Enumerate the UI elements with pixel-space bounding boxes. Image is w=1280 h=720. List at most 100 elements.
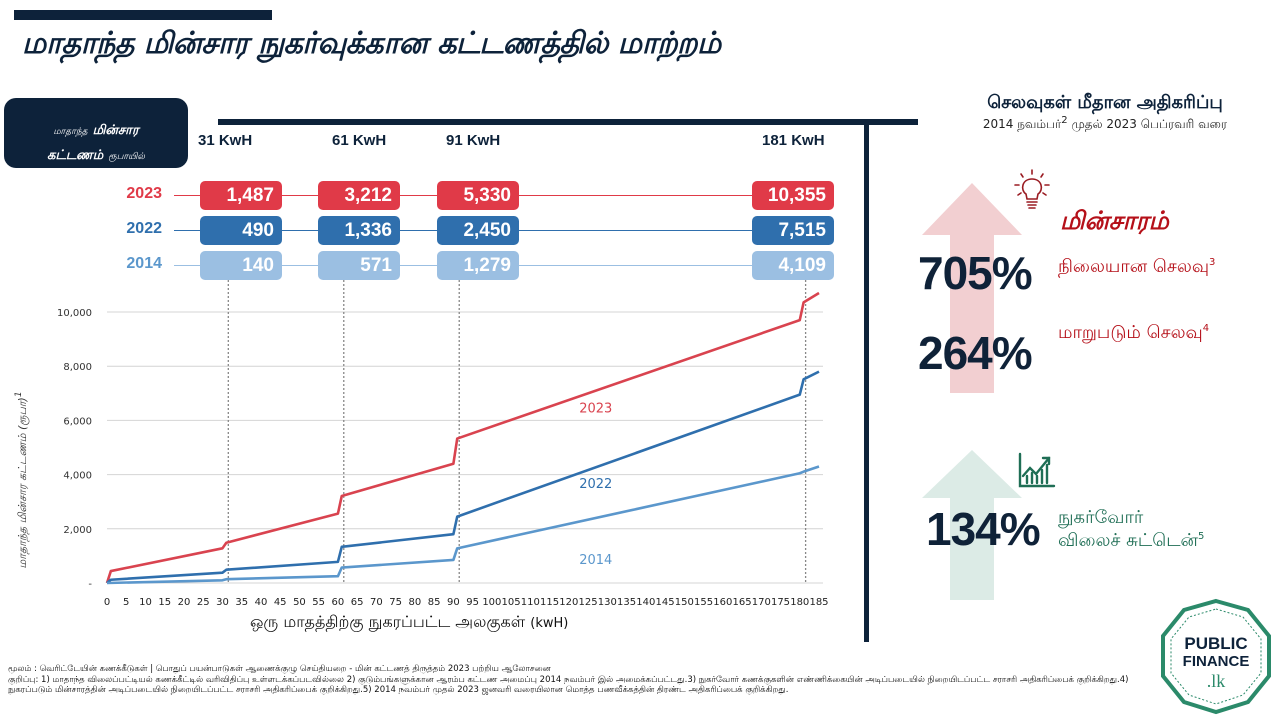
y-tick-label: 2,000 <box>63 525 92 536</box>
logo-line1: PUBLIC <box>1184 634 1247 653</box>
series-line-2014 <box>106 465 820 585</box>
series-annotation: 2022 <box>579 477 612 492</box>
column-header: 31 KwH <box>198 132 253 149</box>
x-tick-label: 45 <box>274 597 287 608</box>
x-tick-label: 105 <box>502 597 521 608</box>
header-divider <box>218 119 918 125</box>
x-tick-label: 125 <box>579 597 598 608</box>
value-pill: 1,336 <box>318 216 400 245</box>
legend-small-2: ரூபாயில் <box>108 152 145 162</box>
row-year-label: 2014 <box>126 255 162 272</box>
growth-chart-icon <box>1018 452 1056 488</box>
y-tick-label: - <box>88 579 92 590</box>
x-tick-label: 5 <box>123 597 129 608</box>
legend-bold-1: மின்சார <box>92 123 139 138</box>
x-tick-label: 55 <box>312 597 325 608</box>
cpi-label: நுகர்வோர் விலைச் சுட்டென்5 <box>1058 507 1205 551</box>
public-finance-logo: PUBLIC FINANCE .lk <box>1161 598 1271 715</box>
x-tick-label: 60 <box>332 597 345 608</box>
series-line-2022 <box>106 370 820 584</box>
x-tick-label: 120 <box>559 597 578 608</box>
y-tick-label: 10,000 <box>57 308 92 319</box>
x-tick-label: 140 <box>636 597 655 608</box>
value-pill: 1,487 <box>200 181 282 210</box>
row-year-label: 2023 <box>126 185 162 202</box>
x-tick-label: 145 <box>656 597 675 608</box>
notes-text: குறிப்பு: 1) மாதாந்த விலைப்பட்டியல் கணக்… <box>8 674 1129 696</box>
column-header: 181 KwH <box>762 132 825 149</box>
variable-cost-percent: 264% <box>918 327 1033 379</box>
series-annotation: 2014 <box>579 553 612 568</box>
x-tick-label: 100 <box>482 597 501 608</box>
value-pill: 4,109 <box>752 251 834 280</box>
x-axis-title: ஒரு மாதத்திற்கு நுகரப்பட்ட அலகுகள் (kwH) <box>250 612 569 631</box>
value-pill: 571 <box>318 251 400 280</box>
y-tick-label: 8,000 <box>63 362 92 373</box>
x-tick-label: 115 <box>540 597 559 608</box>
table-legend-box: மாதாந்த மின்சார கட்டணம் ரூபாயில் <box>4 98 188 168</box>
source-note: மூலம் : வெரிட்டேயின் கணக்கீடுகள் | பொதுப… <box>8 664 551 674</box>
x-tick-label: 25 <box>197 597 210 608</box>
value-pill: 5,330 <box>437 181 519 210</box>
legend-small-1: மாதாந்த <box>53 127 88 137</box>
fixed-cost-label: நிலையான செலவு3 <box>1058 256 1216 277</box>
footnotes: மூலம் : வெரிட்டேயின் கணக்கீடுகள் | பொதுப… <box>8 664 1138 696</box>
x-tick-label: 0 <box>104 597 110 608</box>
legend-bold-2: கட்டணம் <box>47 148 104 163</box>
x-tick-label: 175 <box>771 597 790 608</box>
x-tick-label: 130 <box>598 597 617 608</box>
x-tick-label: 10 <box>139 597 152 608</box>
value-pill: 2,450 <box>437 216 519 245</box>
fixed-cost-percent: 705% <box>918 247 1033 299</box>
x-tick-label: 15 <box>158 597 171 608</box>
y-axis-title: மாதாந்த மின்சார கட்டணம் (ரூபா)1 <box>13 391 29 569</box>
up-arrow-green-icon <box>922 450 1022 600</box>
x-tick-label: 180 <box>790 597 809 608</box>
x-tick-label: 150 <box>675 597 694 608</box>
x-tick-label: 75 <box>389 597 402 608</box>
right-heading: செலவுகள் மீதான அதிகரிப்பு <box>987 92 1223 113</box>
vertical-divider <box>864 119 869 642</box>
row-year-label: 2022 <box>126 220 162 237</box>
logo-line3: .lk <box>1207 671 1226 691</box>
value-pill: 10,355 <box>752 181 834 210</box>
x-tick-label: 160 <box>713 597 732 608</box>
cpi-percent: 134% <box>926 503 1041 555</box>
x-tick-label: 35 <box>235 597 248 608</box>
x-tick-label: 155 <box>694 597 713 608</box>
x-tick-label: 90 <box>447 597 460 608</box>
x-tick-label: 80 <box>409 597 422 608</box>
x-tick-label: 185 <box>809 597 828 608</box>
x-tick-label: 170 <box>752 597 771 608</box>
y-tick-label: 4,000 <box>63 471 92 482</box>
x-tick-label: 110 <box>521 597 540 608</box>
column-header: 91 KwH <box>446 132 501 149</box>
right-panel-heading: செலவுகள் மீதான அதிகரிப்பு 2014 நவம்பர்2 … <box>960 92 1250 132</box>
x-tick-label: 65 <box>351 597 364 608</box>
x-tick-label: 70 <box>370 597 383 608</box>
x-tick-label: 40 <box>255 597 268 608</box>
line-chart: - 2,000 4,000 6,000 8,000 10,000 0 5 10 15 20 25 30 3… <box>57 280 829 608</box>
logo-line2: FINANCE <box>1183 653 1250 670</box>
light-bulb-icon <box>1014 169 1050 209</box>
page-title: மாதாந்த மின்சார நுகர்வுக்கான கட்டணத்தில்… <box>22 26 721 61</box>
y-tick-label: 6,000 <box>63 416 92 427</box>
x-tick-label: 30 <box>216 597 229 608</box>
x-tick-label: 20 <box>178 597 191 608</box>
series-line-2023 <box>105 291 820 584</box>
value-pill: 1,279 <box>437 251 519 280</box>
right-subheading: 2014 நவம்பர்2 முதல் 2023 பெப்ரவரி வரை <box>982 115 1228 131</box>
x-tick-label: 165 <box>732 597 751 608</box>
value-pill: 7,515 <box>752 216 834 245</box>
up-arrow-red-icon <box>922 183 1022 393</box>
column-header: 61 KwH <box>332 132 387 149</box>
electricity-title: மின்சாரம் <box>1060 206 1169 235</box>
x-tick-label: 85 <box>428 597 441 608</box>
variable-cost-label: மாறுபடும் செலவு4 <box>1058 322 1210 343</box>
x-tick-label: 50 <box>293 597 306 608</box>
x-tick-label: 135 <box>617 597 636 608</box>
value-pill: 140 <box>200 251 282 280</box>
x-tick-label: 95 <box>466 597 479 608</box>
series-annotation: 2023 <box>579 401 612 416</box>
value-pill: 490 <box>200 216 282 245</box>
